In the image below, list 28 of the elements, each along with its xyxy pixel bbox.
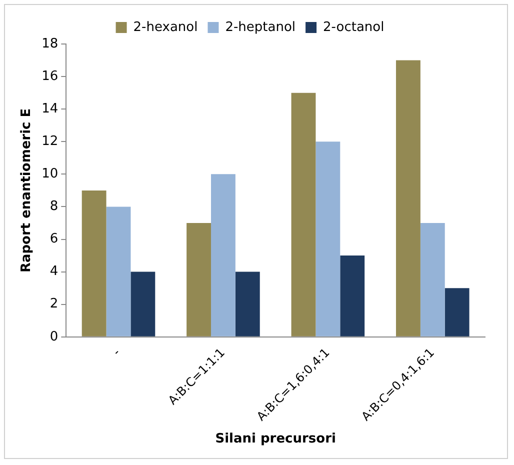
y-tick-label: 14 — [42, 101, 58, 116]
y-tick-label: 10 — [42, 166, 58, 182]
bar — [340, 256, 365, 336]
x-tick-label: - — [110, 345, 123, 358]
bar — [316, 142, 340, 336]
legend-label: 2-octanol — [323, 20, 384, 35]
y-tick-label: 8 — [50, 199, 58, 214]
y-tick-label: 0 — [50, 329, 58, 344]
bar — [82, 190, 106, 336]
bar — [186, 222, 211, 336]
bar — [444, 288, 470, 336]
y-tick-label: 2 — [50, 296, 58, 312]
x-axis-title: Silani precursori — [215, 432, 336, 447]
bar — [210, 174, 236, 336]
bar — [396, 60, 420, 336]
y-tick-label: 6 — [50, 232, 58, 247]
legend-label: 2-heptanol — [225, 20, 296, 35]
y-tick-label: 12 — [42, 134, 58, 150]
bar — [130, 272, 156, 336]
bar — [106, 206, 131, 336]
bar — [291, 92, 316, 336]
y-axis-title: Raport enantiomeric E — [19, 108, 34, 273]
legend-label: 2-hexanol — [133, 20, 198, 35]
y-tick-label: 18 — [42, 36, 58, 52]
y-tick-label: 4 — [50, 264, 58, 280]
bar — [235, 272, 260, 336]
y-tick-label: 16 — [42, 68, 58, 84]
bar — [420, 222, 445, 336]
